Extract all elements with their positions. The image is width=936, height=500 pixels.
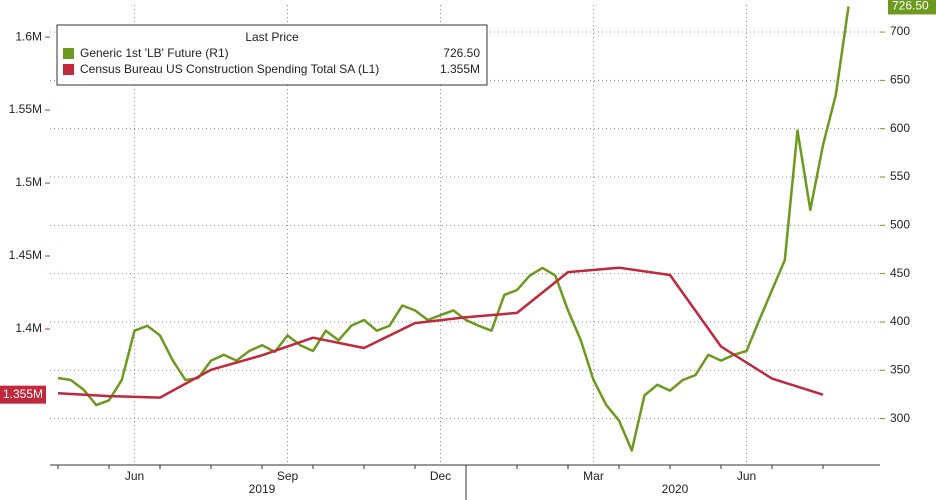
x-tick-label: Jun (737, 469, 756, 483)
x-tick-label: Jun (125, 469, 144, 483)
legend-box (56, 24, 488, 86)
x-tick-label: Dec (430, 469, 451, 483)
year-label: 2019 (249, 482, 276, 496)
y2-tick-label: 500 (890, 218, 910, 232)
legend-value: 726.50 (443, 46, 480, 60)
y2-tick-label: 700 (890, 24, 910, 38)
y-tick-label: 1.45M (9, 248, 42, 262)
y2-tick-label: 550 (890, 169, 910, 183)
last-value-label: 726.50 (892, 0, 929, 13)
last-value-box (0, 385, 46, 404)
y-tick-label: 1.55M (9, 102, 42, 116)
y-tick-label: 1.5M (15, 175, 42, 189)
y2-tick-label: 650 (890, 73, 910, 87)
last-value-box (888, 0, 936, 15)
y2-tick-label: 300 (890, 411, 910, 425)
y2-tick-label: 600 (890, 121, 910, 135)
legend-swatch (63, 48, 74, 59)
y2-tick-label: 350 (890, 362, 910, 376)
legend-swatch (63, 64, 74, 75)
legend-value: 1.355M (440, 62, 480, 76)
legend: Last Price Generic 1st 'LB' Future (R1) … (56, 24, 488, 86)
x-tick-label: Mar (583, 469, 604, 483)
series-line (57, 6, 850, 452)
y2-tick-label: 450 (890, 266, 910, 280)
legend-label: Generic 1st 'LB' Future (R1) (80, 46, 229, 60)
y-tick-label: 1.6M (15, 29, 42, 43)
series-line (57, 266, 824, 399)
last-value-label: 1.355M (3, 387, 43, 401)
x-tick-label: Sep (277, 469, 299, 483)
legend-title: Last Price (245, 30, 299, 44)
y-tick-label: 1.4M (15, 321, 42, 335)
year-label: 2020 (662, 482, 689, 496)
y2-tick-label: 400 (890, 314, 910, 328)
legend-label: Census Bureau US Construction Spending T… (80, 62, 379, 76)
